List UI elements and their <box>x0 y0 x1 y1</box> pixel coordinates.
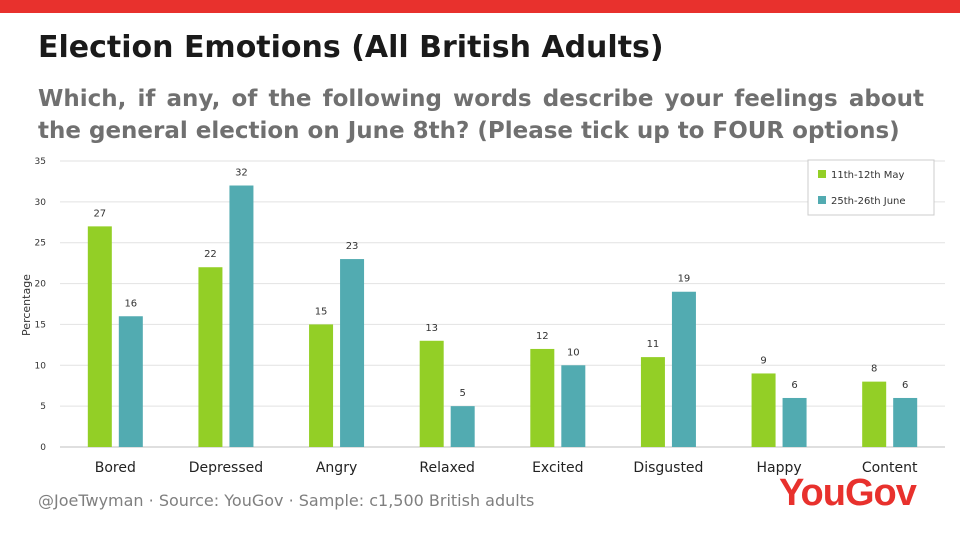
x-tick-label: Depressed <box>189 460 263 476</box>
bar-happy-series-2 <box>782 397 807 447</box>
x-tick-label: Disgusted <box>633 460 703 476</box>
legend-label-series-2: 25th-26th June <box>831 196 906 207</box>
y-tick-label: 30 <box>35 198 47 208</box>
bar-depressed-series-2 <box>229 185 254 447</box>
bar-chart: 0 5 10 15 20 25 30 35 Percentage 27 16 22 32 15 23 13… <box>20 157 945 476</box>
bar-angry-series-1 <box>309 324 334 447</box>
data-label: 11 <box>647 339 660 350</box>
y-axis-label: Percentage <box>20 274 33 336</box>
data-label: 22 <box>204 249 217 260</box>
x-tick-label: Angry <box>316 460 357 476</box>
data-label: 5 <box>460 388 466 399</box>
bar-excited-series-2 <box>561 365 586 447</box>
data-label: 27 <box>93 208 106 219</box>
y-tick-label: 5 <box>40 402 46 412</box>
y-axis-ticks: 0 5 10 15 20 25 30 35 <box>35 157 47 453</box>
data-label: 10 <box>567 347 580 358</box>
y-tick-label: 20 <box>35 280 47 290</box>
y-tick-label: 0 <box>40 443 46 453</box>
bar-relaxed-series-2 <box>450 406 475 447</box>
data-label: 23 <box>346 241 359 252</box>
y-tick-label: 35 <box>35 157 46 167</box>
x-tick-label: Happy <box>756 460 801 476</box>
footer-source: @JoeTwyman · Source: YouGov · Sample: c1… <box>38 491 535 510</box>
data-label: 8 <box>871 364 877 375</box>
data-label: 6 <box>791 380 797 391</box>
data-label: 16 <box>124 298 137 309</box>
bar-disgusted-series-2 <box>671 291 696 447</box>
bar-excited-series-1 <box>530 348 555 447</box>
data-label: 13 <box>425 323 438 334</box>
bar-depressed-series-1 <box>198 267 223 447</box>
data-label: 19 <box>678 274 691 285</box>
bar-relaxed-series-1 <box>419 340 444 447</box>
x-tick-label: Excited <box>532 460 583 476</box>
data-label: 32 <box>235 168 248 179</box>
y-tick-label: 15 <box>35 320 46 330</box>
data-label: 9 <box>760 355 766 366</box>
bar-content-series-2 <box>893 397 918 447</box>
bar-happy-series-1 <box>751 373 776 447</box>
data-labels: 27 16 22 32 15 23 13 5 12 10 11 19 9 6 8 6 <box>93 168 908 400</box>
bar-bored-series-2 <box>118 316 143 447</box>
page-subtitle: Which, if any, of the following words de… <box>38 86 924 144</box>
x-axis-ticks: Bored Depressed Angry Relaxed Excited Disgust… <box>95 460 918 476</box>
legend: 11th-12th May 25th-26th June <box>807 159 935 216</box>
data-label: 6 <box>902 380 908 391</box>
bar-angry-series-2 <box>340 259 365 447</box>
bar-content-series-1 <box>862 381 887 447</box>
top-accent-bar <box>0 0 960 13</box>
x-tick-label: Relaxed <box>419 460 475 476</box>
x-tick-label: Content <box>862 460 918 476</box>
x-tick-label: Bored <box>95 460 136 476</box>
page-title: Election Emotions (All British Adults) <box>38 30 664 65</box>
bar-disgusted-series-1 <box>640 357 665 447</box>
bars <box>87 185 918 447</box>
legend-label-series-1: 11th-12th May <box>831 170 905 181</box>
legend-swatch-series-2 <box>818 196 826 204</box>
y-tick-label: 25 <box>35 239 46 249</box>
yougov-logo: YouGov <box>779 472 917 514</box>
legend-swatch-series-1 <box>818 170 826 178</box>
data-label: 12 <box>536 331 549 342</box>
bar-bored-series-1 <box>87 226 112 447</box>
y-tick-label: 10 <box>35 361 47 371</box>
data-label: 15 <box>315 306 328 317</box>
